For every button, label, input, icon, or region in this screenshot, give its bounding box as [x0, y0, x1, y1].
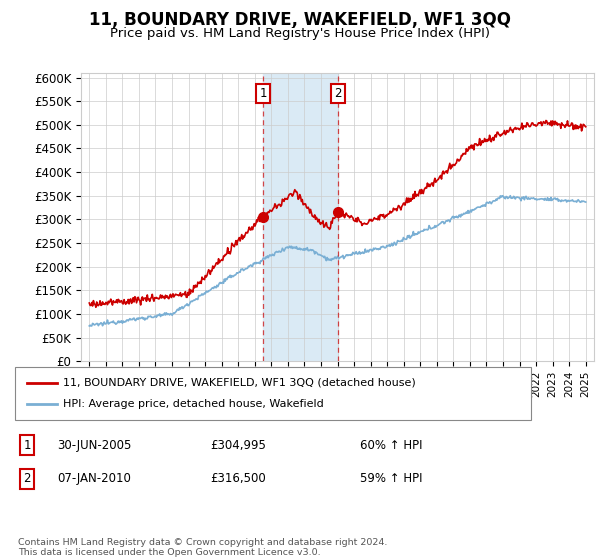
Text: 59% ↑ HPI: 59% ↑ HPI: [360, 472, 422, 486]
Text: 1: 1: [259, 87, 267, 100]
Text: HPI: Average price, detached house, Wakefield: HPI: Average price, detached house, Wake…: [63, 399, 324, 409]
Text: 11, BOUNDARY DRIVE, WAKEFIELD, WF1 3QQ (detached house): 11, BOUNDARY DRIVE, WAKEFIELD, WF1 3QQ (…: [63, 378, 416, 388]
Bar: [263, 73, 338, 361]
Text: 07-JAN-2010: 07-JAN-2010: [57, 472, 131, 486]
Text: £316,500: £316,500: [210, 472, 266, 486]
Text: Contains HM Land Registry data © Crown copyright and database right 2024.
This d: Contains HM Land Registry data © Crown c…: [18, 538, 388, 557]
Text: 2: 2: [23, 472, 31, 486]
Text: 1: 1: [23, 438, 31, 452]
Text: 11, BOUNDARY DRIVE, WAKEFIELD, WF1 3QQ: 11, BOUNDARY DRIVE, WAKEFIELD, WF1 3QQ: [89, 11, 511, 29]
Text: 30-JUN-2005: 30-JUN-2005: [57, 438, 131, 452]
Text: £304,995: £304,995: [210, 438, 266, 452]
Text: Price paid vs. HM Land Registry's House Price Index (HPI): Price paid vs. HM Land Registry's House …: [110, 27, 490, 40]
Text: 60% ↑ HPI: 60% ↑ HPI: [360, 438, 422, 452]
Text: 2: 2: [334, 87, 342, 100]
